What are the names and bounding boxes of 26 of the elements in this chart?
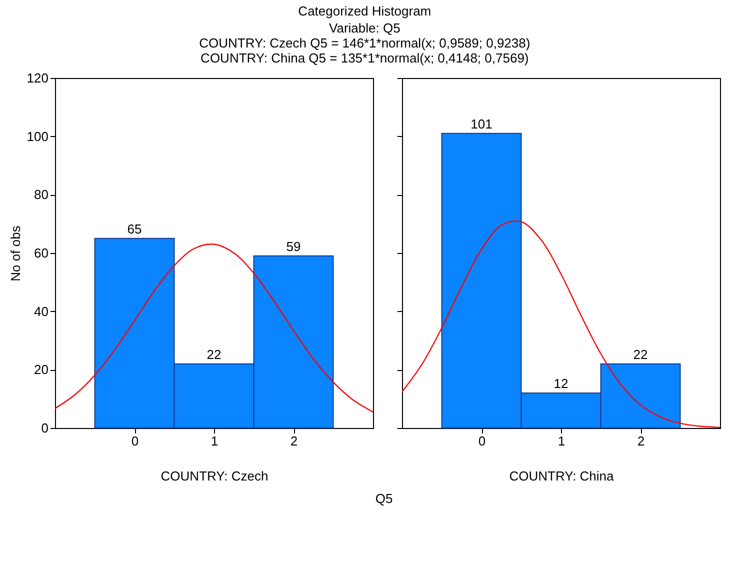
data-label: 101 xyxy=(470,116,492,132)
x-tick-label: 2 xyxy=(290,434,298,448)
y-tick-label: 60 xyxy=(34,246,48,260)
x-tick-label: 1 xyxy=(210,434,218,448)
text: Q5 xyxy=(375,491,393,506)
line-series xyxy=(55,244,373,413)
chart-title: Categorized Histogram xyxy=(298,4,432,18)
chart-subtitle: Variable: Q5 COUNTRY: Czech Q5 = 146*1*normal(x; 0,9589; 0,9238) COUNTRY: China Q5 = 135*1*normal(x; 0,4148; 0,7569) xyxy=(199,20,530,66)
y-tick-label: 80 xyxy=(34,187,48,202)
x-tick-label: 0 xyxy=(131,434,139,448)
y-tick-label: 0 xyxy=(41,420,48,436)
x-axis-title: COUNTRY: Czech xyxy=(160,468,268,484)
y-tick-label: 120 xyxy=(26,70,48,86)
x-tick-label: 0 xyxy=(478,434,486,448)
data-label: 12 xyxy=(554,376,568,391)
y-axis-title: No of obs xyxy=(8,225,23,282)
data-label: 65 xyxy=(127,221,142,236)
x-tick-label: 2 xyxy=(637,434,645,448)
x-tick-label: 1 xyxy=(558,434,566,448)
y-tick-label: 100 xyxy=(26,128,48,144)
data-label: 22 xyxy=(633,346,648,362)
x-axis-title: COUNTRY: China xyxy=(509,468,615,484)
data-label: 59 xyxy=(286,238,301,254)
y-tick-label: 40 xyxy=(34,304,48,319)
data-label: 22 xyxy=(206,346,222,362)
y-tick-label: 20 xyxy=(34,362,48,378)
